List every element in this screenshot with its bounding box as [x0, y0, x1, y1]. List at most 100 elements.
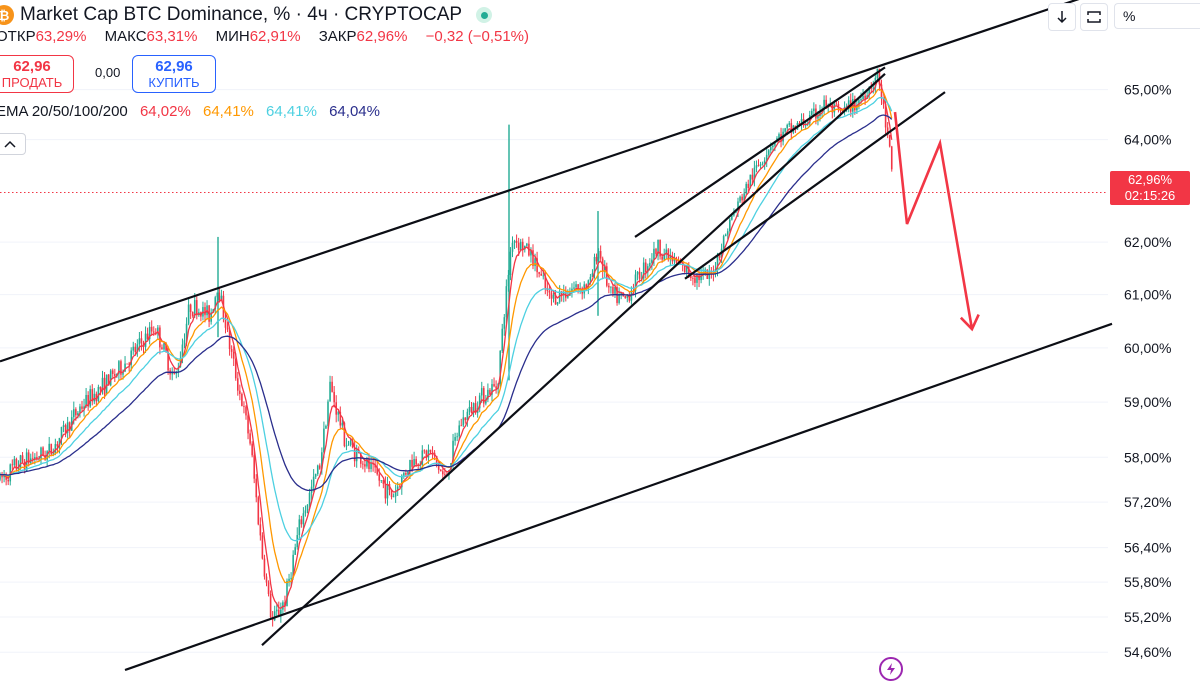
trendline[interactable]	[261, 72, 886, 646]
candle-body	[232, 351, 235, 359]
candle-body	[77, 412, 79, 416]
candle-body	[841, 110, 844, 112]
candle-body	[214, 297, 217, 310]
candle-body	[193, 300, 196, 316]
candle-body	[257, 497, 260, 525]
candle-body	[864, 95, 866, 99]
candle-body	[183, 340, 186, 345]
candle-body	[157, 327, 159, 334]
candle-body	[733, 212, 735, 216]
chart-title[interactable]: Market Cap BTC Dominance, % · 4ч · CRYPT…	[20, 4, 463, 25]
candle-body	[468, 406, 471, 412]
candle-body	[54, 444, 57, 454]
candle-body	[230, 349, 233, 352]
candle-body	[185, 323, 188, 341]
candle-body	[825, 99, 827, 108]
candle-body	[493, 384, 495, 387]
candle-body	[534, 258, 536, 267]
candle-body	[665, 249, 668, 254]
candle-body	[228, 329, 231, 350]
candle-body	[175, 372, 178, 374]
candle-body	[304, 510, 307, 514]
candle-body	[624, 295, 627, 298]
candle-body	[398, 486, 401, 488]
candle-body	[380, 480, 383, 481]
candle-body	[489, 389, 491, 395]
candle-body	[761, 163, 764, 165]
candle-body	[17, 467, 20, 470]
candle-body	[767, 150, 770, 155]
candle-body	[610, 286, 612, 288]
candle-body	[696, 273, 698, 283]
candle-body	[275, 609, 278, 612]
candle-body	[226, 327, 229, 330]
candle-body	[798, 122, 801, 125]
candle-body	[694, 278, 696, 283]
candle-body	[339, 411, 342, 426]
candle-body	[218, 292, 221, 301]
trendline[interactable]	[634, 66, 886, 238]
candle-body	[472, 403, 475, 413]
candle-body	[784, 128, 786, 132]
candle-body	[81, 406, 83, 409]
candle-body	[32, 458, 34, 460]
candle-body	[437, 463, 440, 470]
candle-body	[224, 319, 227, 328]
candle-body	[700, 273, 702, 281]
candle-body	[50, 443, 53, 455]
candle-body	[60, 426, 63, 438]
y-tick-label: 62,00%	[1124, 234, 1171, 250]
y-tick-label: 59,00%	[1124, 394, 1171, 410]
y-tick-label: 55,20%	[1124, 609, 1171, 625]
candle-body	[56, 444, 59, 447]
ema-legend[interactable]: EMA 20/50/100/200 64,02% 64,41% 64,41% 6…	[0, 103, 388, 120]
candle-body	[577, 284, 579, 290]
candle-body	[716, 254, 719, 270]
buy-button[interactable]: 62,96 КУПИТЬ	[132, 55, 216, 93]
candle-body	[888, 135, 891, 147]
candle-body	[382, 480, 385, 484]
candle-body	[148, 326, 151, 340]
sell-button[interactable]: 62,96 ПРОДАТЬ	[0, 55, 74, 93]
trendline[interactable]	[0, 0, 1200, 363]
candle-body	[163, 343, 165, 350]
y-tick-label: 65,00%	[1124, 82, 1171, 98]
candle-body	[401, 475, 403, 488]
flash-badge[interactable]	[879, 657, 903, 681]
candle-body	[562, 291, 565, 295]
candle-body	[521, 241, 524, 250]
trendline[interactable]	[684, 91, 946, 280]
trendline[interactable]	[124, 322, 1113, 672]
download-button[interactable]	[1048, 3, 1076, 31]
change-value: −0,32 (−0,51%)	[425, 28, 529, 45]
candle-body	[460, 425, 463, 427]
refresh-button[interactable]	[1080, 3, 1108, 31]
collapse-legend-button[interactable]	[0, 133, 26, 155]
candle-body	[95, 393, 98, 402]
candle-body	[251, 443, 253, 456]
candle-body	[48, 443, 50, 452]
candle-body	[134, 346, 137, 353]
candle-body	[403, 473, 405, 476]
candle-body	[126, 363, 128, 365]
candle-body	[439, 469, 442, 472]
last-price-label: 62,96% 02:15:26	[1110, 171, 1190, 205]
candle-body	[366, 458, 368, 467]
candle-body	[345, 445, 348, 447]
candle-body	[368, 458, 370, 470]
open-label: ОТКР	[0, 28, 36, 45]
candle-body	[329, 381, 331, 402]
candle-body	[64, 425, 67, 433]
percent-scale-button[interactable]: %	[1114, 3, 1200, 29]
candle-body	[599, 251, 602, 259]
candle-body	[487, 389, 489, 400]
candle-body	[316, 465, 319, 474]
candle-body	[237, 378, 239, 391]
candle-body	[509, 251, 512, 275]
candle-body	[591, 273, 594, 277]
candle-body	[854, 99, 856, 111]
candle-body	[44, 455, 46, 460]
candle-body	[210, 312, 212, 322]
